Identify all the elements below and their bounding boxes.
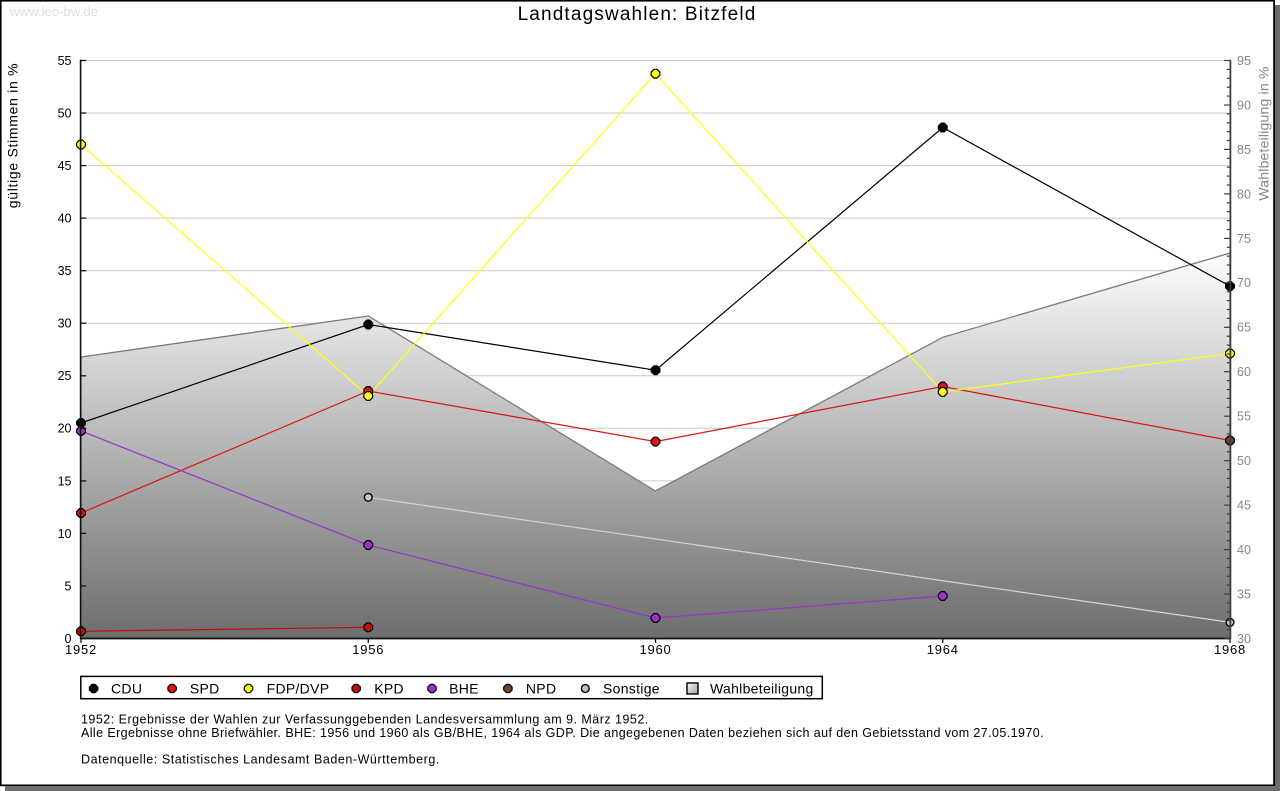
svg-text:50: 50: [1237, 454, 1251, 468]
svg-text:CDU: CDU: [111, 681, 142, 697]
svg-text:FDP/DVP: FDP/DVP: [267, 681, 330, 697]
svg-text:40: 40: [1237, 543, 1251, 557]
svg-text:Alle Ergebnisse ohne Briefwähl: Alle Ergebnisse ohne Briefwähler. BHE: 1…: [81, 726, 1044, 740]
svg-text:45: 45: [1237, 499, 1251, 513]
svg-text:1952: Ergebnisse der Wahlen zu: 1952: Ergebnisse der Wahlen zur Verfassu…: [81, 713, 649, 727]
svg-text:30: 30: [1237, 632, 1251, 646]
svg-text:gültige Stimmen in %: gültige Stimmen in %: [5, 63, 21, 209]
svg-text:5: 5: [65, 579, 72, 593]
svg-text:30: 30: [58, 317, 72, 331]
svg-text:25: 25: [58, 369, 72, 383]
svg-text:Wahlbeteiligung in %: Wahlbeteiligung in %: [1256, 66, 1272, 200]
svg-text:1964: 1964: [927, 642, 959, 657]
svg-text:1960: 1960: [640, 642, 672, 657]
svg-text:www.leo-bw.de: www.leo-bw.de: [9, 4, 98, 19]
svg-text:90: 90: [1237, 98, 1251, 112]
svg-text:Datenquelle: Statistisches Lan: Datenquelle: Statistisches Landesamt Bad…: [81, 753, 440, 767]
svg-text:50: 50: [58, 106, 72, 120]
svg-text:KPD: KPD: [374, 681, 404, 697]
svg-text:20: 20: [58, 422, 72, 436]
svg-text:15: 15: [58, 474, 72, 488]
svg-text:60: 60: [1237, 365, 1251, 379]
svg-text:NPD: NPD: [526, 681, 556, 697]
svg-text:Wahlbeteiligung: Wahlbeteiligung: [710, 681, 814, 697]
svg-text:85: 85: [1237, 143, 1251, 157]
svg-text:1956: 1956: [352, 642, 384, 657]
svg-text:SPD: SPD: [190, 681, 220, 697]
svg-text:40: 40: [58, 212, 72, 226]
svg-text:45: 45: [58, 159, 72, 173]
svg-text:80: 80: [1237, 187, 1251, 201]
svg-text:75: 75: [1237, 232, 1251, 246]
svg-text:1968: 1968: [1214, 642, 1246, 657]
svg-text:65: 65: [1237, 321, 1251, 335]
svg-text:35: 35: [58, 264, 72, 278]
svg-text:Landtagswahlen: Bitzfeld: Landtagswahlen: Bitzfeld: [518, 4, 757, 25]
svg-text:70: 70: [1237, 276, 1251, 290]
svg-text:1952: 1952: [65, 642, 97, 657]
svg-text:55: 55: [1237, 410, 1251, 424]
svg-text:10: 10: [58, 527, 72, 541]
svg-text:BHE: BHE: [449, 681, 479, 697]
svg-text:55: 55: [58, 54, 72, 68]
svg-text:95: 95: [1237, 54, 1251, 68]
svg-text:0: 0: [65, 632, 72, 646]
svg-text:Sonstige: Sonstige: [603, 681, 660, 697]
svg-text:35: 35: [1237, 587, 1251, 601]
